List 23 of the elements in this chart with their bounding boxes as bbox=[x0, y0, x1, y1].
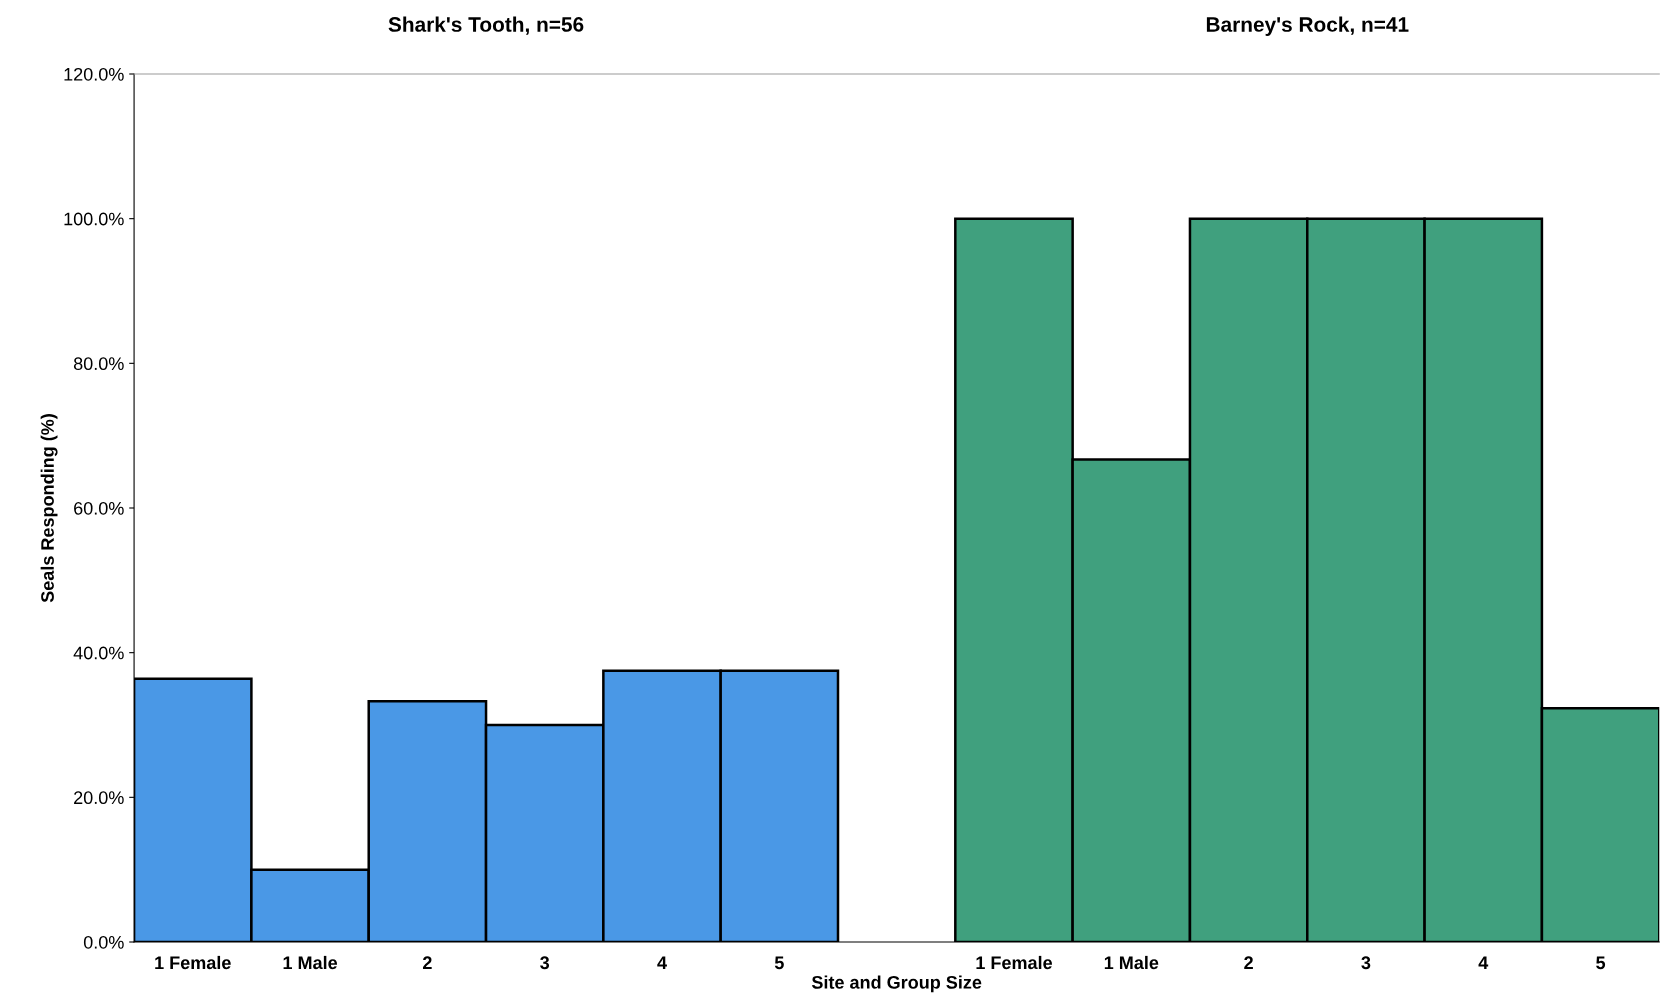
y-tick-label: 120.0% bbox=[64, 67, 124, 81]
x-tick-label: 2 bbox=[422, 956, 432, 969]
y-tick-label: 60.0% bbox=[74, 501, 124, 515]
y-tick-label: 20.0% bbox=[74, 791, 124, 805]
y-tick-label: 40.0% bbox=[73, 646, 124, 660]
x-tick-label: 1 Male bbox=[1104, 955, 1159, 970]
y-tick-label: 80.0% bbox=[73, 357, 124, 371]
x-tick-label: 5 bbox=[774, 956, 784, 970]
y-axis-title: Seals Responding (%) bbox=[40, 414, 58, 603]
x-tick-label: 4 bbox=[657, 956, 667, 969]
x-tick-label: 3 bbox=[1361, 956, 1371, 970]
y-tick-label: 100.0% bbox=[64, 212, 124, 226]
x-tick-label: 1 Female bbox=[155, 955, 231, 970]
x-tick-label: 1 Female bbox=[976, 955, 1053, 970]
x-tick-label: 1 Male bbox=[283, 955, 338, 970]
text: Shark's Tooth, n=56 bbox=[388, 16, 584, 35]
y-tick-label: 0.0% bbox=[83, 935, 124, 949]
x-tick-label: 5 bbox=[1596, 956, 1606, 970]
x-axis-title: Site and Group Size bbox=[811, 975, 982, 993]
x-tick-label: 3 bbox=[540, 956, 550, 970]
x-tick-label: 2 bbox=[1244, 956, 1253, 969]
text: Barney's Rock, n=41 bbox=[1206, 16, 1409, 36]
x-tick-label: 4 bbox=[1478, 956, 1489, 969]
